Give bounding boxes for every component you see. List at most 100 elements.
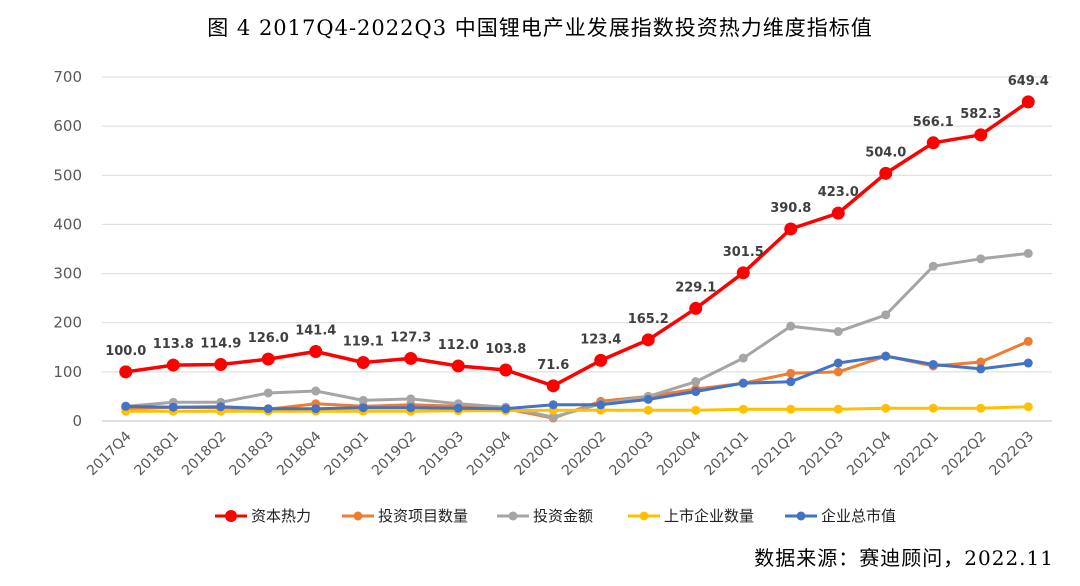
data-point bbox=[1023, 402, 1033, 412]
x-tick-label: 2018Q2 bbox=[179, 429, 230, 480]
data-point bbox=[738, 404, 748, 414]
x-axis: 2017Q42018Q12018Q22018Q32018Q42019Q12019… bbox=[84, 428, 1037, 479]
data-point bbox=[928, 403, 938, 413]
y-axis: 0 100 200 300 400 500 600 700 bbox=[53, 68, 82, 430]
legend-label: 资本热力 bbox=[251, 507, 311, 525]
x-tick-label: 2021Q4 bbox=[844, 428, 895, 479]
data-point bbox=[311, 386, 321, 396]
y-tick-label: 300 bbox=[53, 265, 82, 283]
data-point bbox=[786, 368, 796, 378]
data-label: 165.2 bbox=[628, 312, 669, 327]
x-tick-label: 2018Q3 bbox=[226, 429, 277, 480]
x-tick-label: 2021Q3 bbox=[796, 429, 847, 480]
series-1 bbox=[119, 95, 1035, 393]
data-point bbox=[786, 404, 796, 414]
data-point bbox=[358, 403, 368, 413]
data-label: 390.8 bbox=[770, 201, 811, 216]
data-point bbox=[833, 327, 843, 337]
data-point bbox=[974, 128, 988, 142]
legend-label: 投资金额 bbox=[533, 507, 593, 525]
series-5 bbox=[121, 351, 1033, 414]
data-point bbox=[119, 365, 133, 379]
x-tick-label: 2020Q1 bbox=[511, 429, 562, 480]
data-label: 504.0 bbox=[865, 145, 906, 160]
data-label: 301.5 bbox=[723, 245, 764, 260]
data-point bbox=[926, 136, 940, 150]
data-point bbox=[166, 358, 180, 372]
legend-marker bbox=[796, 511, 806, 521]
data-point bbox=[263, 404, 273, 414]
legend-marker bbox=[225, 510, 237, 522]
data-point bbox=[831, 206, 845, 220]
data-point bbox=[786, 321, 796, 331]
x-tick-label: 2018Q1 bbox=[131, 429, 182, 480]
legend-marker bbox=[639, 511, 649, 521]
data-label: 566.1 bbox=[913, 115, 954, 130]
data-point bbox=[691, 387, 701, 397]
data-point bbox=[356, 355, 370, 369]
data-label: 141.4 bbox=[295, 324, 336, 339]
x-tick-label: 2022Q1 bbox=[891, 429, 942, 480]
data-point bbox=[406, 403, 416, 413]
data-point bbox=[501, 404, 511, 414]
data-point bbox=[689, 301, 703, 315]
data-labels: 100.0 113.8 114.9 126.0 141.4 119.1 127.3 112.0… bbox=[105, 74, 1049, 373]
data-point bbox=[784, 222, 798, 236]
legend-label: 上市企业数量 bbox=[664, 507, 754, 525]
data-point bbox=[216, 402, 226, 412]
data-point bbox=[309, 345, 323, 359]
data-point bbox=[833, 358, 843, 368]
data-point bbox=[738, 353, 748, 363]
x-tick-label: 2020Q2 bbox=[559, 429, 610, 480]
x-tick-label: 2022Q2 bbox=[939, 429, 990, 480]
data-point bbox=[548, 400, 558, 410]
data-label: 119.1 bbox=[343, 334, 384, 349]
x-tick-label: 2020Q3 bbox=[606, 429, 657, 480]
data-point bbox=[453, 403, 463, 413]
series-line bbox=[125, 100, 1030, 388]
x-tick-label: 2019Q3 bbox=[416, 429, 467, 480]
data-point bbox=[643, 394, 653, 404]
data-point bbox=[546, 379, 560, 393]
data-point bbox=[833, 367, 843, 377]
data-point bbox=[261, 352, 275, 366]
legend-item-1: 资本热力 bbox=[215, 507, 311, 525]
data-point bbox=[594, 353, 608, 367]
x-tick-label: 2022Q3 bbox=[986, 429, 1037, 480]
source-note: 数据来源：赛迪顾问，2022.11 bbox=[754, 546, 1054, 570]
data-point bbox=[499, 363, 513, 377]
legend-label: 企业总市值 bbox=[821, 507, 896, 525]
data-point bbox=[881, 310, 891, 320]
y-tick-label: 700 bbox=[53, 68, 82, 86]
data-label: 649.4 bbox=[1008, 74, 1049, 89]
data-point bbox=[691, 377, 701, 387]
legend-item-4: 上市企业数量 bbox=[628, 507, 754, 525]
legend-label: 投资项目数量 bbox=[378, 507, 468, 525]
data-point bbox=[406, 394, 416, 404]
data-point bbox=[1023, 336, 1033, 346]
legend-item-3: 投资金额 bbox=[497, 507, 593, 525]
data-label: 229.1 bbox=[675, 280, 716, 295]
data-point bbox=[451, 359, 465, 373]
x-tick-label: 2021Q1 bbox=[701, 429, 752, 480]
data-point bbox=[1023, 358, 1033, 368]
series-line bbox=[125, 405, 1029, 413]
data-point bbox=[928, 261, 938, 271]
data-label: 103.8 bbox=[485, 342, 526, 357]
x-tick-label: 2019Q2 bbox=[369, 429, 420, 480]
series-line bbox=[125, 340, 1029, 420]
data-point bbox=[643, 405, 653, 415]
data-label: 113.8 bbox=[153, 337, 194, 352]
data-point bbox=[214, 358, 228, 372]
data-point bbox=[786, 377, 796, 387]
data-point bbox=[738, 378, 748, 388]
data-label: 127.3 bbox=[390, 330, 431, 345]
y-tick-label: 100 bbox=[53, 363, 82, 381]
data-label: 71.6 bbox=[537, 358, 569, 373]
x-tick-label: 2019Q4 bbox=[464, 428, 515, 479]
x-tick-label: 2021Q2 bbox=[749, 429, 800, 480]
x-tick-label: 2020Q4 bbox=[654, 428, 705, 479]
x-tick-label: 2017Q4 bbox=[84, 428, 135, 479]
data-point bbox=[358, 395, 368, 405]
